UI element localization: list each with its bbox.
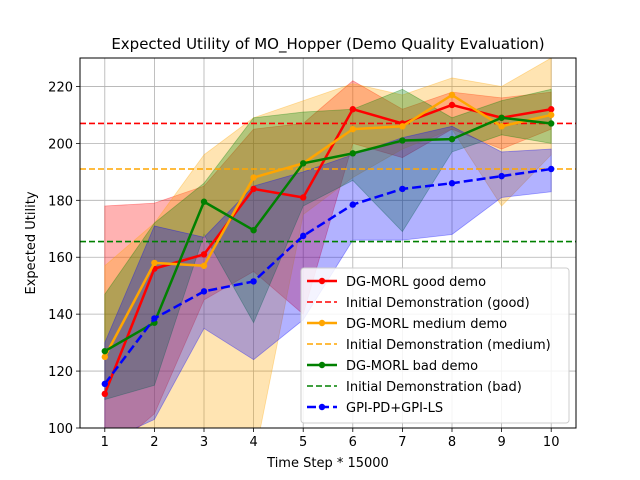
x-tick-label: 10 <box>543 435 560 450</box>
series-lines <box>101 91 555 398</box>
y-tick-label: 220 <box>48 80 73 95</box>
point-dg-morl-bad-demo <box>548 120 555 127</box>
x-tick-label: 1 <box>101 435 109 450</box>
point-dg-morl-bad-demo <box>498 114 505 121</box>
x-tick-label: 9 <box>497 435 505 450</box>
y-axis-title: Expected Utility <box>24 191 39 294</box>
band-dg-morl-good-demo <box>104 80 552 428</box>
x-tick-label: 2 <box>150 435 158 450</box>
point-gpi-pd-gpi-ls <box>200 288 208 295</box>
axis-ticks: 1 2 3 4 5 6 7 8 9 10 100 120 140 160 180 200 220 <box>48 80 559 450</box>
legend-label: DG-MORL bad demo <box>346 359 478 374</box>
point-dg-morl-bad-demo <box>399 137 406 144</box>
x-tick-label: 6 <box>349 435 357 450</box>
legend-marker <box>318 319 326 327</box>
y-tick-label: 100 <box>48 422 73 437</box>
x-tick-label: 4 <box>249 435 257 450</box>
y-tick-label: 140 <box>48 308 73 323</box>
y-tick-label: 200 <box>48 137 73 152</box>
point-dg-morl-good-demo <box>448 101 456 109</box>
point-gpi-pd-gpi-ls <box>548 165 555 173</box>
y-tick-label: 180 <box>48 194 73 209</box>
point-dg-morl-medium-demo <box>101 353 109 361</box>
legend-box <box>300 267 570 424</box>
point-dg-morl-bad-demo <box>250 226 257 234</box>
point-dg-morl-medium-demo <box>200 262 208 269</box>
point-dg-morl-medium-demo <box>151 259 158 267</box>
point-dg-morl-bad-demo <box>349 150 356 157</box>
legend-label: Initial Demonstration (bad) <box>346 380 522 395</box>
point-dg-morl-medium-demo <box>399 123 406 130</box>
point-dg-morl-good-demo <box>548 106 555 113</box>
point-gpi-pd-gpi-ls <box>250 278 257 285</box>
x-axis-title: Time Step * 15000 <box>266 456 389 471</box>
x-tick-label: 8 <box>448 435 456 450</box>
point-gpi-pd-gpi-ls <box>448 180 456 187</box>
legend-label: DG-MORL medium demo <box>346 317 507 332</box>
plot-frame <box>79 57 577 429</box>
reference-lines <box>80 122 576 243</box>
legend-label: DG-MORL good demo <box>346 275 486 290</box>
legend-marker <box>318 403 326 411</box>
point-gpi-pd-gpi-ls <box>101 380 109 388</box>
line-gpi-pd-gpi-ls <box>103 167 552 385</box>
point-dg-morl-medium-demo <box>498 123 505 130</box>
point-dg-morl-bad-demo <box>200 198 208 205</box>
point-dg-morl-good-demo <box>349 106 356 113</box>
legend-label: Initial Demonstration (good) <box>346 296 530 311</box>
point-dg-morl-bad-demo <box>448 135 456 143</box>
legend: DG-MORL good demo Initial Demonstration (… <box>300 267 570 424</box>
line-dg-morl-bad-demo <box>104 116 552 353</box>
point-dg-morl-good-demo <box>250 185 257 193</box>
x-tick-label: 5 <box>299 435 307 450</box>
point-dg-morl-medium-demo <box>448 91 456 99</box>
point-dg-morl-good-demo <box>200 251 208 258</box>
y-tick-label: 160 <box>48 251 73 266</box>
point-dg-morl-good-demo <box>101 390 109 398</box>
legend-label: GPI-PD+GPI-LS <box>346 401 443 416</box>
point-dg-morl-bad-demo <box>101 347 109 355</box>
x-tick-label: 3 <box>200 435 208 450</box>
point-gpi-pd-gpi-ls <box>498 172 505 180</box>
legend-marker <box>318 361 326 369</box>
point-dg-morl-medium-demo <box>548 111 555 119</box>
y-tick-label: 120 <box>48 365 73 380</box>
point-gpi-pd-gpi-ls <box>349 201 356 208</box>
point-dg-morl-good-demo <box>300 194 307 201</box>
point-dg-morl-medium-demo <box>349 125 356 133</box>
point-dg-morl-bad-demo <box>300 160 307 167</box>
point-gpi-pd-gpi-ls <box>399 185 406 193</box>
x-tick-label: 7 <box>398 435 406 450</box>
point-dg-morl-medium-demo <box>250 174 257 181</box>
band-dg-morl-medium-demo <box>104 58 552 428</box>
chart-title: Expected Utility of MO_Hopper (Demo Qual… <box>111 35 544 54</box>
legend-marker <box>318 277 326 285</box>
point-gpi-pd-gpi-ls <box>300 232 307 240</box>
point-gpi-pd-gpi-ls <box>151 315 158 322</box>
legend-label: Initial Demonstration (medium) <box>346 338 551 353</box>
band-dg-morl-bad-demo <box>104 88 552 401</box>
